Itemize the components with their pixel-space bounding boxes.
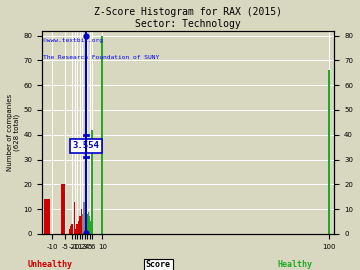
Text: 3.554: 3.554 [73,141,100,150]
Bar [87,214,88,234]
Bar [76,224,77,234]
Bar [62,184,65,234]
Bar [87,211,89,234]
Bar [86,217,87,234]
Bar [81,211,82,234]
Bar [328,70,330,234]
Bar [73,202,75,234]
Bar [82,214,84,234]
Bar [75,229,76,234]
Bar [78,217,80,234]
Bar [83,202,84,234]
Text: Healthy: Healthy [278,260,313,269]
Bar [45,199,50,234]
Bar [102,36,103,234]
Text: Unhealthy: Unhealthy [28,260,73,269]
Bar [70,227,71,234]
Bar [71,224,72,234]
Bar [68,229,69,234]
Y-axis label: Number of companies
(628 total): Number of companies (628 total) [7,94,21,171]
Bar [89,217,90,234]
Bar [84,202,85,234]
Bar [85,221,86,234]
Bar [78,221,79,234]
Bar [82,214,83,234]
Title: Z-Score Histogram for RAX (2015)
Sector: Technology: Z-Score Histogram for RAX (2015) Sector:… [94,7,282,29]
Text: ©www.textbiz.org: ©www.textbiz.org [43,38,103,43]
Bar [72,224,73,234]
Bar [91,130,93,234]
Bar [84,214,85,234]
Bar [79,219,80,234]
Bar [80,217,81,234]
Bar [90,221,91,234]
Bar [88,211,89,234]
Bar [89,219,90,234]
Bar [77,224,78,234]
Text: The Research Foundation of SUNY: The Research Foundation of SUNY [43,55,159,60]
Text: Score: Score [146,260,171,269]
